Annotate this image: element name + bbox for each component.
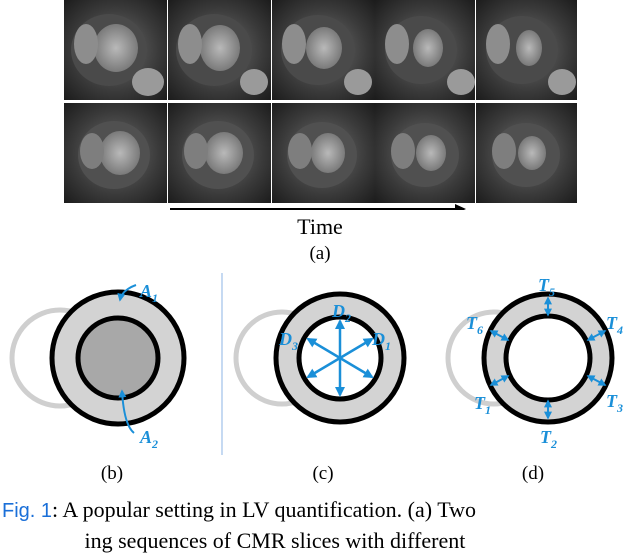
area-label-1: A1 — [139, 281, 158, 305]
dim-label-2: D2 — [331, 301, 351, 325]
thickness-label-1: T1 — [474, 393, 491, 417]
caption-line-2: ing sequences of CMR slices with differe… — [2, 528, 504, 553]
dim-label-1: D1 — [371, 329, 391, 353]
thickness-label-3: T3 — [606, 391, 623, 415]
thickness-label-6: T6 — [466, 313, 483, 337]
frame-row-2 — [64, 103, 577, 203]
lv-schematics: A1 A2 D2 D3 D1 T5 T6 T4 T1 T3 T2 — [9, 273, 623, 455]
caption-label: Fig. 1 — [2, 500, 53, 522]
cmr-frame — [168, 103, 271, 203]
caption-text: : A popular setting in LV quantification… — [52, 497, 476, 522]
frame-row-1 — [64, 0, 577, 100]
thickness-label-4: T4 — [606, 313, 623, 337]
time-arrow — [170, 204, 466, 210]
cmr-frame — [64, 103, 167, 203]
cmr-image-grid — [64, 0, 577, 210]
cmr-frame — [272, 0, 375, 100]
diagram-b: A1 A2 — [9, 281, 187, 451]
panel-b-label: (b) — [100, 463, 124, 484]
cmr-frame — [375, 0, 475, 100]
time-axis-label: Time — [297, 214, 343, 239]
cmr-frame — [168, 0, 271, 100]
thickness-label-5: T5 — [538, 275, 555, 299]
cmr-frame — [64, 0, 167, 100]
area-label-2: A2 — [139, 427, 158, 451]
cmr-frame — [476, 0, 577, 100]
diagram-c: D2 D3 D1 — [233, 291, 407, 425]
thickness-label-2: T2 — [540, 427, 557, 451]
panel-a-label: (a) — [309, 243, 331, 264]
panel-c-label: (c) — [312, 463, 334, 484]
dim-label-3: D3 — [278, 329, 298, 353]
cmr-frame — [375, 103, 475, 203]
figure-caption: Fig. 1: A popular setting in LV quantifi… — [2, 495, 638, 556]
cmr-frame — [272, 103, 375, 203]
cmr-frame — [476, 103, 577, 203]
diagram-d: T5 T6 T4 T1 T3 T2 — [445, 275, 623, 451]
panel-d-label: (d) — [521, 463, 545, 484]
